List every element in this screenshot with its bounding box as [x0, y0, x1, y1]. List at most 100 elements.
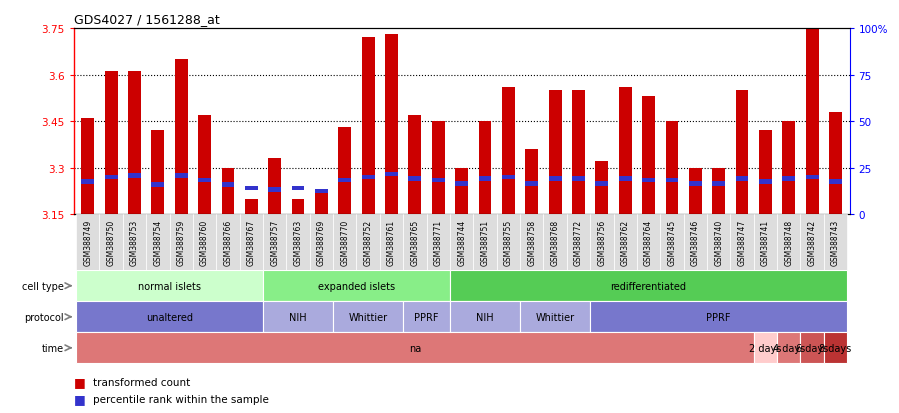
Bar — [385, 35, 398, 215]
Bar — [520, 301, 590, 332]
Bar — [520, 215, 543, 271]
Bar — [81, 180, 94, 185]
Text: GDS4027 / 1561288_at: GDS4027 / 1561288_at — [74, 13, 219, 26]
Bar — [76, 301, 263, 332]
Bar — [432, 122, 445, 215]
Text: GSM388757: GSM388757 — [271, 219, 280, 266]
Bar — [665, 122, 679, 215]
Text: protocol: protocol — [24, 312, 64, 322]
Bar — [595, 181, 609, 186]
Text: GSM388750: GSM388750 — [107, 219, 116, 266]
Bar — [427, 215, 450, 271]
Bar — [800, 215, 823, 271]
Bar — [823, 215, 847, 271]
Bar — [240, 215, 263, 271]
Bar — [128, 72, 141, 215]
Bar — [829, 112, 842, 215]
Text: GSM388741: GSM388741 — [761, 219, 770, 265]
Bar — [221, 168, 235, 215]
Text: GSM388768: GSM388768 — [550, 219, 559, 265]
Bar — [689, 181, 702, 186]
Bar — [759, 131, 772, 215]
Bar — [496, 215, 520, 271]
Bar — [291, 199, 305, 215]
Bar — [478, 122, 492, 215]
Text: GSM388751: GSM388751 — [480, 219, 489, 265]
Bar — [263, 215, 287, 271]
Bar — [404, 215, 427, 271]
Bar — [104, 175, 118, 180]
Text: time: time — [41, 343, 64, 353]
Text: GSM388764: GSM388764 — [644, 219, 653, 266]
Bar — [174, 174, 188, 178]
Bar — [548, 91, 562, 215]
Text: GSM388749: GSM388749 — [84, 219, 93, 266]
Text: unaltered: unaltered — [146, 312, 193, 322]
Bar — [455, 181, 468, 186]
Text: GSM388756: GSM388756 — [597, 219, 606, 266]
Bar — [707, 215, 730, 271]
Bar — [170, 215, 193, 271]
Bar — [782, 122, 796, 215]
Text: ■: ■ — [74, 392, 85, 405]
Bar — [287, 215, 310, 271]
Bar — [81, 119, 94, 215]
Bar — [525, 181, 539, 186]
Bar — [338, 128, 352, 215]
Text: percentile rank within the sample: percentile rank within the sample — [93, 394, 270, 404]
Bar — [361, 175, 375, 180]
Bar — [361, 38, 375, 215]
Bar — [800, 332, 823, 363]
Bar — [450, 215, 473, 271]
Bar — [642, 97, 655, 215]
Bar — [478, 177, 492, 181]
Bar — [221, 183, 235, 188]
Bar — [759, 180, 772, 185]
Text: GSM388754: GSM388754 — [154, 219, 163, 266]
Bar — [76, 271, 263, 301]
Bar — [263, 301, 334, 332]
Bar — [619, 177, 632, 181]
Text: GSM388752: GSM388752 — [364, 219, 373, 265]
Bar — [217, 215, 240, 271]
Bar — [193, 215, 217, 271]
Bar — [712, 168, 725, 215]
Text: GSM388743: GSM388743 — [831, 219, 840, 266]
Bar — [198, 116, 211, 215]
Bar — [735, 91, 749, 215]
Text: GSM388758: GSM388758 — [527, 219, 536, 265]
Bar — [829, 180, 842, 185]
Text: GSM388753: GSM388753 — [130, 219, 139, 266]
Bar — [385, 172, 398, 177]
Text: GSM388747: GSM388747 — [737, 219, 746, 266]
Text: GSM388759: GSM388759 — [177, 219, 186, 266]
Text: normal islets: normal islets — [138, 281, 201, 291]
Text: 6 days: 6 days — [796, 343, 828, 353]
Bar — [735, 177, 749, 181]
Bar — [613, 215, 636, 271]
Text: GSM388748: GSM388748 — [784, 219, 793, 265]
Bar — [338, 178, 352, 183]
Bar — [572, 177, 585, 181]
Bar — [334, 215, 357, 271]
Text: GSM388755: GSM388755 — [503, 219, 512, 266]
Bar — [432, 178, 445, 183]
Text: transformed count: transformed count — [93, 377, 191, 387]
Text: cell type: cell type — [22, 281, 64, 291]
Bar — [151, 131, 165, 215]
Text: GSM388767: GSM388767 — [247, 219, 256, 266]
Bar — [730, 215, 753, 271]
Bar — [455, 168, 468, 215]
Bar — [502, 88, 515, 215]
Bar — [823, 332, 847, 363]
Text: GSM388772: GSM388772 — [574, 219, 583, 265]
Bar — [619, 88, 632, 215]
Bar — [76, 215, 100, 271]
Bar — [636, 215, 660, 271]
Bar — [404, 301, 450, 332]
Bar — [268, 159, 281, 215]
Bar — [777, 332, 800, 363]
Bar — [665, 178, 679, 183]
Bar — [104, 72, 118, 215]
Bar — [806, 29, 819, 215]
